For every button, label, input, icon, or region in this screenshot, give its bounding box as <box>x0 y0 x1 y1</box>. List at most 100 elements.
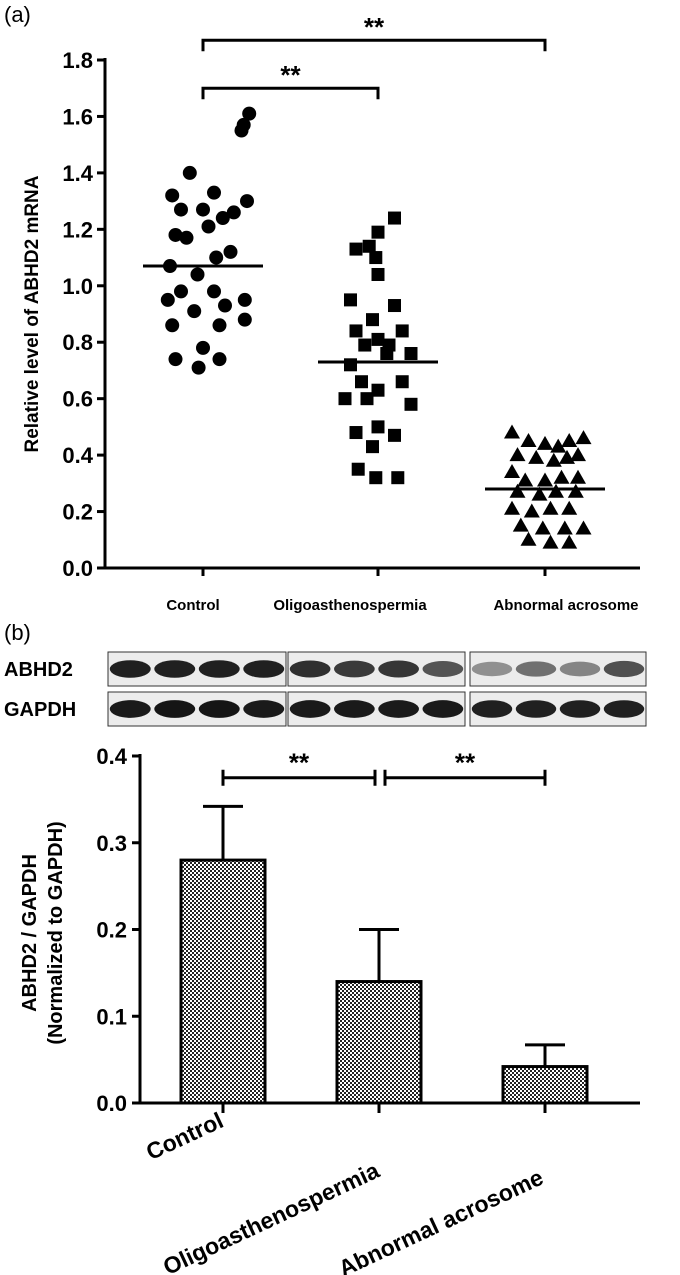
data-point-circle <box>207 284 221 299</box>
blot-band <box>289 700 331 718</box>
western-blot: ABHD2 GAPDH <box>4 649 648 727</box>
data-point-square <box>362 239 376 253</box>
data-point-circle <box>174 284 188 299</box>
data-point-triangle <box>534 520 551 535</box>
data-point-circle <box>201 219 216 234</box>
data-point-square <box>369 251 383 265</box>
data-point-circle <box>240 194 254 209</box>
data-point-square <box>391 471 405 485</box>
data-point-circle <box>218 298 232 313</box>
data-point-circle <box>165 188 180 203</box>
significance-bracket <box>201 86 380 100</box>
blot-band <box>334 660 375 678</box>
data-point-triangle <box>550 438 567 453</box>
data-point-triangle <box>561 433 578 447</box>
data-point-square <box>369 471 383 485</box>
data-point-triangle <box>537 472 553 487</box>
blot-band <box>109 660 151 678</box>
blot-band <box>109 700 151 718</box>
data-point-circle <box>168 227 183 242</box>
bar-chart-protein: 0.0 0.1 0.2 0.3 0.4 ABHD2 / GAPDH (Normalized … <box>19 744 640 1275</box>
data-point-square <box>366 440 379 454</box>
data-point-triangle <box>542 534 559 549</box>
data-point-square <box>349 426 363 440</box>
data-point-circle <box>165 318 180 333</box>
data-point-square <box>338 392 352 406</box>
data-point-square <box>344 293 357 307</box>
bar <box>335 980 423 1105</box>
data-point-circle <box>212 352 227 367</box>
blot-band <box>422 700 464 718</box>
blot-row-label: GAPDH <box>4 699 76 721</box>
data-point-square <box>371 267 385 281</box>
blot-spacer <box>108 649 648 651</box>
data-point-square <box>388 299 401 313</box>
y-tick-label: 0.2 <box>96 918 127 943</box>
data-point-circle <box>226 205 241 220</box>
significance-label: ** <box>280 60 301 90</box>
bar <box>179 858 267 1105</box>
blot-band <box>603 700 645 718</box>
data-point-square <box>349 324 363 338</box>
data-point-circle <box>182 165 197 180</box>
data-point-triangle <box>531 486 548 501</box>
data-point-square <box>404 397 418 411</box>
data-point-circle <box>236 117 251 132</box>
data-point-square <box>344 358 357 372</box>
data-point-circle <box>242 106 257 121</box>
y-axis-title: ABHD2 / GAPDH <box>19 854 41 1012</box>
scatter-chart-mrna: 0.0 0.2 0.4 0.6 0.8 1.0 1.2 1.4 1.6 1.8 Control Oli… <box>22 12 640 614</box>
y-tick-label: 1.2 <box>62 217 93 242</box>
data-point-circle <box>223 244 238 259</box>
data-point-triangle <box>504 464 520 479</box>
data-point-triangle <box>553 469 570 484</box>
data-point-triangle <box>542 500 559 515</box>
data-point-square <box>371 332 385 346</box>
data-point-circle <box>207 185 221 200</box>
y-tick-label: 0.6 <box>62 387 93 412</box>
data-point-triangle <box>520 433 537 447</box>
data-point-circle <box>215 211 230 226</box>
significance-label: ** <box>455 748 476 778</box>
data-point-square <box>358 338 372 352</box>
data-point-triangle <box>561 534 578 549</box>
x-category-label: Control <box>142 1107 227 1165</box>
x-category-label: Abnormal acrosome <box>493 597 638 614</box>
data-point-circle <box>190 267 205 282</box>
blot-band <box>515 661 557 677</box>
data-point-circle <box>168 352 183 367</box>
y-tick-label: 0.0 <box>62 556 93 581</box>
blot-band <box>559 661 601 677</box>
y-tick-label: 0.3 <box>96 831 127 856</box>
data-point-triangle <box>517 472 534 487</box>
significance-bracket <box>383 769 547 786</box>
blot-band <box>471 700 513 718</box>
panel-label-a: (a) <box>4 2 31 27</box>
blot-band <box>378 660 419 678</box>
blot-band <box>198 700 240 718</box>
blot-band <box>289 660 331 678</box>
blot-band <box>603 660 645 678</box>
data-point-triangle <box>537 435 553 450</box>
data-point-square <box>371 420 385 434</box>
data-point-square <box>371 225 385 239</box>
data-point-triangle <box>509 483 526 498</box>
data-point-square <box>388 428 401 442</box>
bar <box>501 1065 589 1105</box>
significance-label: ** <box>364 12 385 42</box>
significance-bracket <box>201 38 547 52</box>
y-tick-label: 1.6 <box>62 104 93 129</box>
data-point-square <box>349 242 363 256</box>
blot-band <box>243 660 285 678</box>
data-point-triangle <box>512 517 529 532</box>
blot-band <box>559 700 601 718</box>
y-tick-label: 0.2 <box>62 500 93 525</box>
data-point-square <box>371 383 385 397</box>
y-axis-title: Relative level of ABHD2 mRNA <box>22 175 43 452</box>
data-point-triangle <box>570 469 586 484</box>
data-point-triangle <box>548 483 564 498</box>
data-point-triangle <box>575 430 592 445</box>
y-axis-subtitle: (Normalized to GAPDH) <box>45 821 67 1044</box>
y-tick-label: 0.4 <box>96 744 127 769</box>
blot-band <box>471 661 513 677</box>
